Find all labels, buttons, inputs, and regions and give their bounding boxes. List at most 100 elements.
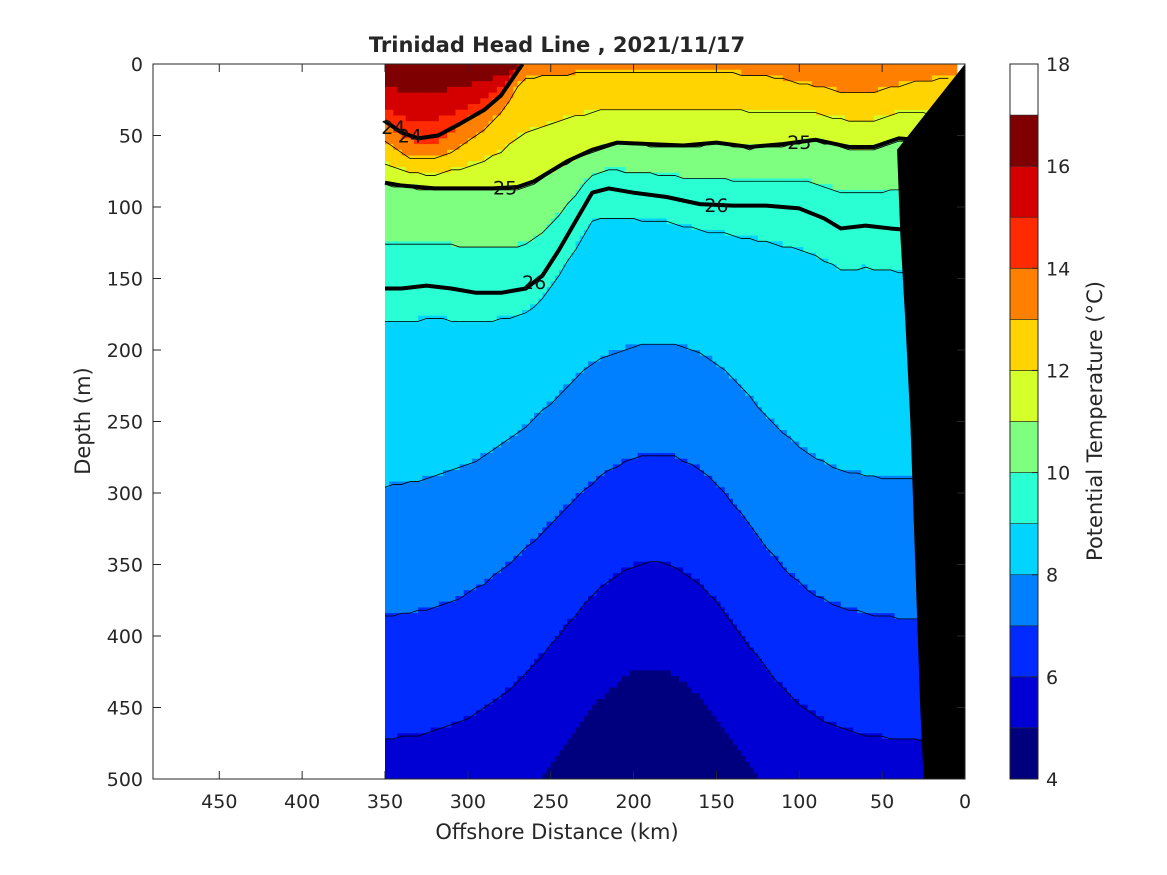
temperature-cell	[467, 298, 473, 305]
temperature-cell	[414, 412, 419, 420]
temperature-cell	[418, 115, 423, 122]
temperature-cell	[443, 309, 448, 317]
temperature-cell	[443, 264, 448, 271]
temperature-cell	[397, 161, 403, 168]
temperature-cell	[525, 452, 531, 460]
temperature-cell	[389, 350, 394, 357]
temperature-cell	[459, 350, 465, 357]
temperature-cell	[447, 475, 452, 483]
temperature-cell	[492, 64, 498, 71]
temperature-cell	[385, 321, 390, 328]
temperature-cell	[401, 86, 407, 94]
temperature-cell	[401, 435, 407, 443]
temperature-cell	[501, 555, 506, 563]
temperature-cell	[459, 550, 465, 557]
temperature-cell	[447, 710, 452, 717]
temperature-cell	[405, 418, 411, 425]
temperature-cell	[476, 321, 481, 328]
temperature-cell	[459, 229, 465, 237]
temperature-cell	[430, 224, 436, 231]
temperature-cell	[521, 607, 527, 614]
temperature-cell	[459, 332, 465, 340]
temperature-cell	[472, 733, 477, 740]
temperature-cell	[525, 773, 531, 779]
temperature-cell	[476, 132, 481, 139]
temperature-cell	[434, 252, 440, 260]
temperature-cell	[513, 252, 519, 260]
temperature-cell	[513, 115, 519, 122]
temperature-cell	[401, 201, 407, 208]
temperature-cell	[505, 407, 510, 414]
temperature-cell	[451, 92, 457, 99]
temperature-cell	[505, 441, 510, 448]
temperature-cell	[385, 126, 390, 134]
temperature-cell	[409, 149, 415, 157]
temperature-cell	[455, 86, 461, 94]
temperature-cell	[455, 161, 461, 168]
temperature-cell	[472, 224, 477, 231]
temperature-cell	[418, 767, 423, 774]
temperature-cell	[484, 681, 490, 689]
temperature-cell	[521, 189, 527, 197]
temperature-cell	[430, 412, 436, 420]
temperature-cell	[455, 378, 461, 385]
temperature-cell	[426, 464, 432, 471]
temperature-cell	[443, 733, 448, 740]
temperature-cell	[443, 618, 448, 626]
temperature-cell	[397, 195, 403, 202]
temperature-cell	[434, 470, 440, 477]
temperature-cell	[422, 744, 428, 751]
temperature-cell	[434, 247, 440, 254]
temperature-cell	[405, 458, 411, 465]
temperature-cell	[501, 395, 506, 403]
temperature-cell	[389, 533, 394, 540]
temperature-cell	[542, 412, 548, 420]
temperature-cell	[534, 670, 539, 677]
temperature-cell	[418, 69, 423, 77]
temperature-cell	[484, 355, 490, 363]
temperature-cell	[501, 653, 506, 660]
temperature-cell	[438, 298, 444, 305]
temperature-cell	[509, 716, 515, 723]
temperature-cell	[463, 418, 469, 425]
temperature-cell	[509, 681, 515, 689]
temperature-cell	[389, 247, 394, 254]
temperature-cell	[405, 166, 411, 174]
temperature-cell	[426, 418, 432, 425]
temperature-cell	[513, 567, 519, 574]
temperature-cell	[496, 372, 502, 380]
temperature-cell	[476, 681, 481, 689]
temperature-cell	[509, 733, 515, 740]
temperature-cell	[467, 64, 473, 71]
temperature-cell	[530, 98, 535, 105]
temperature-cell	[534, 767, 539, 774]
temperature-cell	[480, 636, 486, 643]
temperature-cell	[530, 607, 535, 614]
temperature-cell	[422, 252, 428, 260]
temperature-cell	[546, 304, 552, 311]
temperature-cell	[418, 401, 423, 408]
temperature-cell	[397, 327, 403, 334]
temperature-cell	[409, 613, 415, 620]
temperature-cell	[476, 287, 481, 294]
temperature-cell	[542, 641, 548, 649]
temperature-cell	[472, 126, 477, 134]
temperature-cell	[484, 458, 490, 465]
temperature-cell	[401, 475, 407, 483]
temperature-cell	[467, 424, 473, 431]
temperature-cell	[484, 69, 490, 77]
temperature-cell	[459, 470, 465, 477]
temperature-cell	[530, 395, 535, 403]
temperature-cell	[525, 624, 531, 631]
temperature-cell	[467, 189, 473, 197]
temperature-cell	[422, 767, 428, 774]
temperature-cell	[447, 235, 452, 242]
temperature-cell	[463, 767, 469, 774]
temperature-cell	[443, 401, 448, 408]
temperature-cell	[517, 630, 523, 637]
temperature-cell	[492, 567, 498, 574]
temperature-cell	[530, 435, 535, 443]
temperature-cell	[505, 292, 510, 300]
temperature-cell	[422, 412, 428, 420]
temperature-cell	[443, 235, 448, 242]
